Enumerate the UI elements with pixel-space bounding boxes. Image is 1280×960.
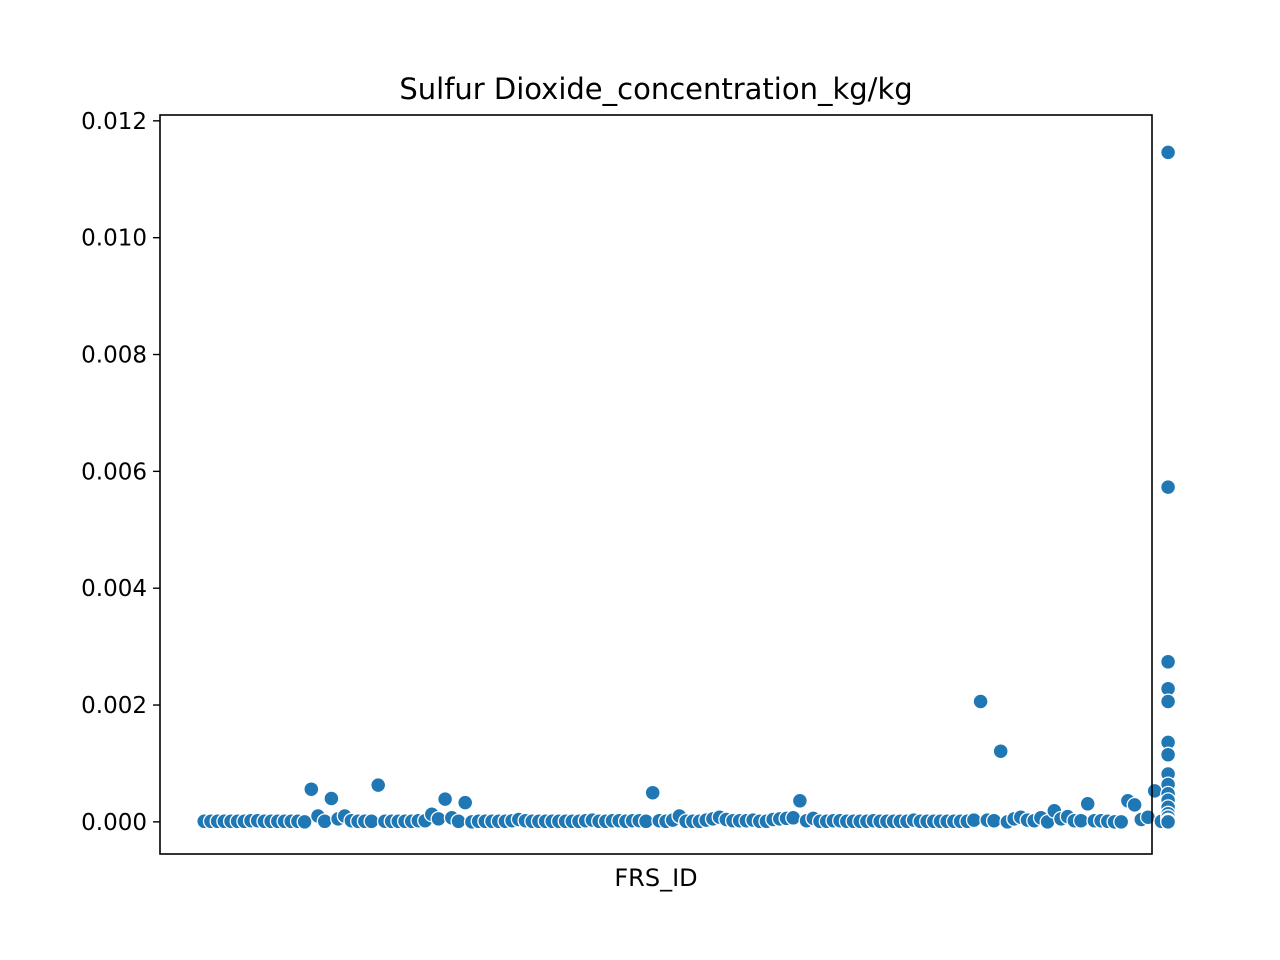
y-axis-ticks: 0.000 0.002 0.004 0.006 0.008 0.010 0.012 <box>81 109 160 836</box>
y-tick-label: 0.010 <box>81 226 147 252</box>
plot-frame <box>159 114 1153 855</box>
data-point <box>1160 813 1177 830</box>
data-point <box>637 813 655 830</box>
data-point <box>791 792 808 809</box>
data-point <box>644 784 661 801</box>
data-point <box>1113 813 1130 830</box>
data-point <box>323 790 340 807</box>
data-points <box>196 144 1177 830</box>
data-point <box>1160 144 1177 161</box>
data-point <box>316 813 333 830</box>
y-tick-label: 0.000 <box>81 810 147 836</box>
y-tick-label: 0.008 <box>81 343 147 369</box>
data-point <box>1160 746 1177 763</box>
data-point <box>430 810 447 827</box>
x-axis-label: FRS_ID <box>614 864 697 892</box>
data-point <box>457 794 474 811</box>
data-point <box>450 813 467 830</box>
data-point <box>965 812 982 829</box>
y-tick-label: 0.004 <box>81 576 147 602</box>
data-point <box>1079 795 1096 812</box>
data-point <box>437 791 454 808</box>
data-point <box>785 809 802 826</box>
data-point <box>1160 653 1177 670</box>
data-point <box>303 781 320 798</box>
data-point <box>296 813 313 830</box>
data-point <box>985 812 1003 829</box>
data-point <box>1126 796 1143 813</box>
data-point <box>1139 809 1157 826</box>
data-point <box>1146 782 1163 799</box>
y-tick-label: 0.012 <box>81 109 147 135</box>
data-point <box>363 813 380 830</box>
data-point <box>972 693 989 710</box>
data-point <box>992 743 1009 760</box>
y-tick-label: 0.002 <box>81 693 147 719</box>
data-point <box>1072 812 1090 829</box>
chart-title: Sulfur Dioxide_concentration_kg/kg <box>399 72 912 106</box>
data-point <box>1160 693 1177 710</box>
y-tick-label: 0.006 <box>81 459 147 485</box>
data-point <box>370 777 387 794</box>
data-point <box>1160 479 1177 496</box>
